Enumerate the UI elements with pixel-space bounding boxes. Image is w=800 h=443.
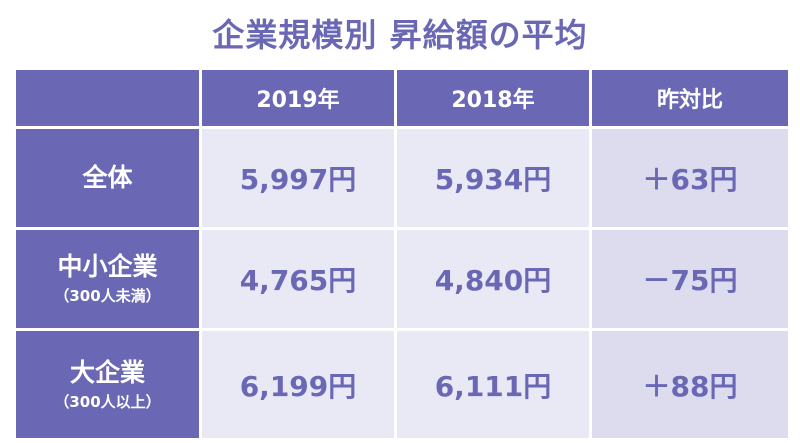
row-label-main: 大企業 <box>69 357 145 387</box>
chart-title: 企業規模別 昇給額の平均 <box>212 16 588 54</box>
row-label-large: 大企業 （300人以上） <box>16 331 202 438</box>
header-2019: 2019年 <box>202 70 397 129</box>
row-label-main: 全体 <box>82 163 133 192</box>
cell-sme-yoy: －75円 <box>592 230 788 331</box>
cell-sme-2019: 4,765円 <box>202 230 397 331</box>
cell-overall-yoy: ＋63円 <box>592 129 788 230</box>
row-label-sub: （300人未満） <box>54 287 161 305</box>
row-label-sub: （300人以上） <box>54 392 161 411</box>
row-label-sme: 中小企業 （300人未満） <box>16 230 202 331</box>
cell-overall-2019: 5,997円 <box>202 129 397 230</box>
header-yoy: 昨対比 <box>592 70 788 129</box>
cell-large-2019: 6,199円 <box>202 331 397 438</box>
cell-sme-2018: 4,840円 <box>397 230 592 331</box>
cell-large-yoy: ＋88円 <box>592 331 788 438</box>
cell-large-2018: 6,111円 <box>397 331 592 438</box>
cell-overall-2018: 5,934円 <box>397 129 592 230</box>
row-label-overall: 全体 <box>16 129 202 230</box>
row-label-main: 中小企業 <box>57 252 158 281</box>
header-corner <box>16 70 202 129</box>
header-2018: 2018年 <box>397 70 592 129</box>
salary-table: 2019年 2018年 昨対比 全体 5,997円 5,934円 ＋63円 中小… <box>16 70 788 438</box>
